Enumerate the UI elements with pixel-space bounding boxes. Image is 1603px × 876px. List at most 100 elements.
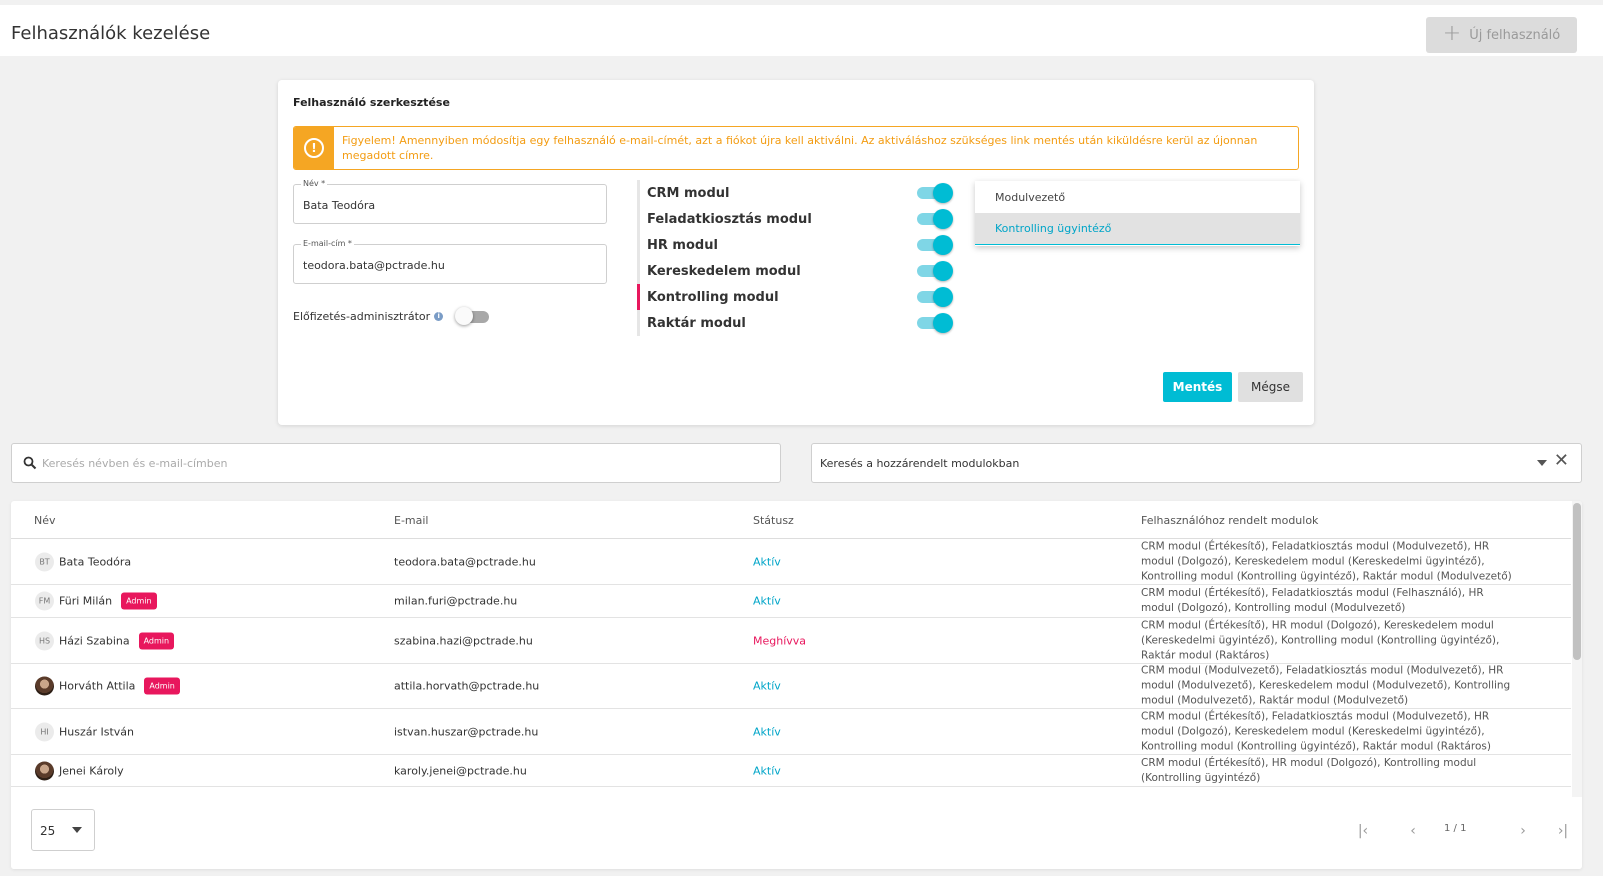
page-info: 1 / 1 [1444,823,1467,834]
table-body: BT Bata Teodóra teodora.bata@pctrade.hu … [11,539,1571,797]
user-email: karoly.jenei@pctrade.hu [394,764,527,777]
page-title: Felhasználók kezelése [11,23,211,44]
avatar: HS [35,631,54,650]
module-row-feladatkiosztas[interactable]: Feladatkiosztás modul [637,206,953,232]
module-toggle-raktar[interactable] [917,313,953,333]
user-name: Huszár István [59,725,135,738]
warning-banner: ! Figyelem! Amennyiben módosítja egy fel… [293,126,1299,170]
prev-page-icon[interactable]: ‹ [1410,823,1416,839]
user-email: teodora.bata@pctrade.hu [394,555,536,568]
user-name: Füri Milán [59,594,113,608]
module-toggle-kontrolling[interactable] [917,287,953,307]
email-field[interactable]: E-mail-cím * teodora.bata@pctrade.hu [293,239,607,284]
module-row-kontrolling[interactable]: Kontrolling modul [637,284,953,310]
admin-badge: Admin [138,632,175,649]
page-size-select[interactable]: 25 [31,809,95,851]
column-header-status[interactable]: Státusz [753,514,794,527]
new-user-button[interactable]: + Új felhasználó [1426,17,1577,53]
email-field-label: E-mail-cím * [301,239,354,248]
table-row[interactable]: HS Házi Szabina Admin szabina.hazi@pctra… [11,618,1571,664]
module-label: CRM modul [647,185,730,201]
warning-text: Figyelem! Amennyiben módosítja egy felha… [342,134,1258,162]
user-name: Házi Szabina [59,634,130,647]
user-name: Bata Teodóra [59,555,132,568]
subscription-admin-label: Előfizetés-adminisztrátor [293,309,431,323]
chevron-down-icon [72,827,82,833]
status-badge: Aktív [753,555,781,568]
pagination: 25 |‹ ‹ 1 / 1 › ›| [11,797,1582,869]
chevron-down-icon[interactable] [1537,460,1547,466]
module-toggle-kereskedelem[interactable] [917,261,953,281]
user-modules: CRM modul (Értékesítő), Feladatkiosztás … [1141,587,1484,614]
avatar [35,676,54,696]
table-scrollbar[interactable] [1572,501,1582,797]
edit-user-card: Felhasználó szerkesztése ! Figyelem! Ame… [278,80,1314,425]
save-button[interactable]: Mentés [1163,372,1232,402]
user-modules: CRM modul (Értékesítő), HR modul (Dolgoz… [1141,756,1477,784]
info-icon[interactable]: i [434,311,444,321]
module-list: CRM modul Feladatkiosztás modul HR modul… [637,180,953,336]
table-header: Név E-mail Státusz Felhasználóhoz rendel… [11,501,1571,539]
module-filter-select[interactable]: Keresés a hozzárendelt modulokban ✕ [811,443,1582,483]
module-label: Kereskedelem modul [647,263,801,279]
module-row-hr[interactable]: HR modul [637,232,953,258]
email-field-value: teodora.bata@pctrade.hu [303,259,445,272]
table-row[interactable]: Horváth Attila Admin attila.horvath@pctr… [11,664,1571,709]
user-modules: CRM modul (Értékesítő), Feladatkiosztás … [1141,540,1512,582]
module-label: HR modul [647,237,718,253]
table-row[interactable]: BT Bata Teodóra teodora.bata@pctrade.hu … [11,539,1571,585]
subscription-admin-row: Előfizetés-adminisztrátor i [293,307,491,325]
module-filter-placeholder: Keresés a hozzárendelt modulokban [820,457,1020,470]
admin-badge: Admin [121,592,157,610]
user-modules: CRM modul (Értékesítő), HR modul (Dolgoz… [1141,619,1500,661]
last-page-icon[interactable]: ›| [1557,823,1569,839]
status-badge: Aktív [753,679,781,693]
warning-icon: ! [304,138,324,158]
search-box [11,443,781,483]
module-toggle-crm[interactable] [917,183,953,203]
avatar: FM [35,591,54,611]
user-email: istvan.huszar@pctrade.hu [394,725,539,738]
module-toggle-hr[interactable] [917,235,953,255]
module-row-kereskedelem[interactable]: Kereskedelem modul [637,258,953,284]
table-row[interactable]: Jenei Károly karoly.jenei@pctrade.hu Akt… [11,755,1571,787]
search-input[interactable] [42,450,762,476]
top-bar: Felhasználók kezelése + Új felhasználó [0,0,1603,56]
users-table: Név E-mail Státusz Felhasználóhoz rendel… [11,501,1582,869]
user-email: szabina.hazi@pctrade.hu [394,634,533,647]
role-dropdown-menu: Modulvezető Kontrolling ügyintéző [975,181,1300,246]
module-label: Kontrolling modul [647,289,779,305]
role-option-kontrolling-ugyintezo[interactable]: Kontrolling ügyintéző [975,213,1300,245]
close-icon[interactable]: ✕ [1553,450,1569,471]
scrollbar-thumb[interactable] [1573,503,1581,660]
admin-badge: Admin [144,677,180,695]
module-row-crm[interactable]: CRM modul [637,180,953,206]
user-email: milan.furi@pctrade.hu [394,594,518,608]
table-row[interactable]: FM Füri Milán Admin milan.furi@pctrade.h… [11,585,1571,618]
table-row[interactable]: HI Huszár István istvan.huszar@pctrade.h… [11,709,1571,755]
cancel-button[interactable]: Mégse [1238,372,1303,402]
module-toggle-feladatkiosztas[interactable] [917,209,953,229]
name-field-label: Név * [301,179,328,188]
status-badge: Aktív [753,725,781,738]
module-label: Feladatkiosztás modul [647,211,812,227]
avatar [35,761,54,780]
edit-card-title: Felhasználó szerkesztése [293,96,450,109]
subscription-admin-toggle[interactable] [455,307,491,325]
column-header-email[interactable]: E-mail [394,514,429,527]
user-email: attila.horvath@pctrade.hu [394,679,540,693]
next-page-icon[interactable]: › [1520,823,1526,839]
name-field[interactable]: Név * Bata Teodóra [293,179,607,224]
avatar: HI [35,722,54,741]
role-option-modulvezeto[interactable]: Modulvezető [995,190,1066,204]
name-field-value: Bata Teodóra [303,199,376,212]
page-size-value: 25 [40,824,56,838]
first-page-icon[interactable]: |‹ [1357,823,1369,839]
user-name: Jenei Károly [59,764,124,777]
module-row-raktar[interactable]: Raktár modul [637,310,953,336]
user-name: Horváth Attila [59,679,136,693]
user-modules: CRM modul (Modulvezető), Feladatkiosztás… [1141,664,1511,707]
avatar: BT [35,552,54,571]
column-header-name[interactable]: Név [34,514,56,527]
column-header-modules: Felhasználóhoz rendelt modulok [1141,514,1319,527]
